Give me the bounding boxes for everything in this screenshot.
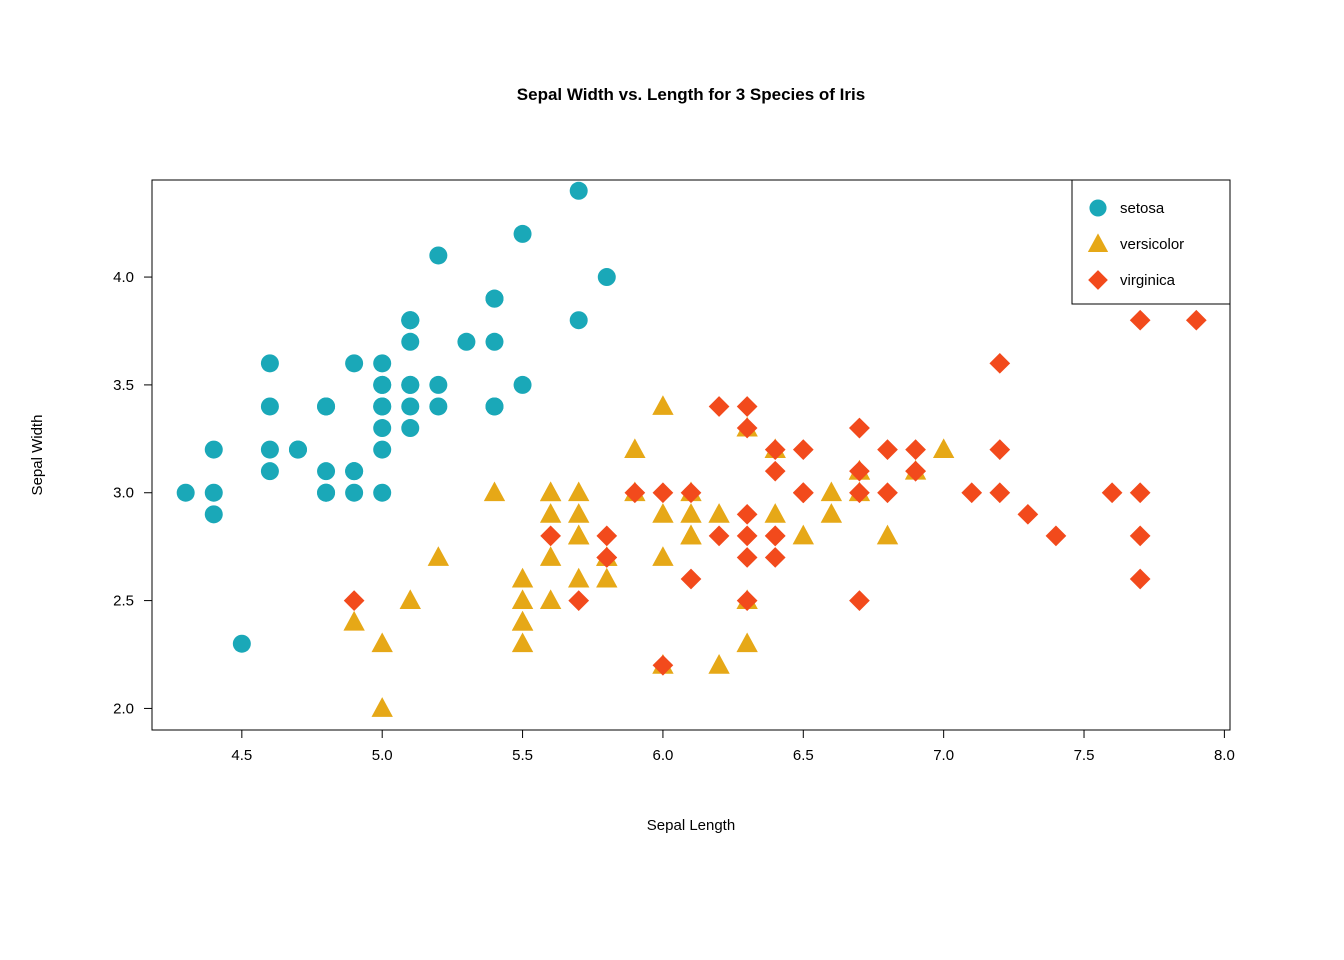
data-point — [177, 484, 195, 502]
data-point — [317, 484, 335, 502]
data-point — [401, 419, 419, 437]
data-point — [289, 441, 307, 459]
data-point — [570, 182, 588, 200]
y-tick-label: 2.5 — [113, 593, 134, 610]
data-point — [345, 484, 363, 502]
data-point — [261, 441, 279, 459]
data-point — [598, 268, 616, 286]
data-point — [401, 376, 419, 394]
data-point — [261, 354, 279, 372]
data-point — [1089, 199, 1106, 216]
data-point — [373, 441, 391, 459]
scatter-plot: Sepal Width vs. Length for 3 Species of … — [0, 0, 1344, 960]
data-point — [514, 376, 532, 394]
legend-label: versicolor — [1120, 236, 1184, 253]
x-tick-label: 7.0 — [933, 747, 954, 764]
data-point — [457, 333, 475, 351]
data-point — [401, 311, 419, 329]
data-point — [373, 376, 391, 394]
data-point — [317, 462, 335, 480]
legend-item: setosa — [1089, 199, 1164, 217]
chart-container: Sepal Width vs. Length for 3 Species of … — [0, 0, 1344, 960]
data-point — [205, 441, 223, 459]
data-point — [485, 290, 503, 308]
data-point — [373, 354, 391, 372]
data-point — [429, 246, 447, 264]
data-point — [429, 397, 447, 415]
data-point — [401, 397, 419, 415]
data-point — [373, 397, 391, 415]
data-point — [205, 505, 223, 523]
legend-label: setosa — [1120, 200, 1165, 217]
x-tick-label: 4.5 — [231, 747, 252, 764]
legend-label: virginica — [1120, 272, 1176, 289]
data-point — [401, 333, 419, 351]
data-point — [345, 462, 363, 480]
chart-title: Sepal Width vs. Length for 3 Species of … — [517, 85, 865, 104]
data-point — [373, 419, 391, 437]
x-tick-label: 5.0 — [372, 747, 393, 764]
data-point — [570, 311, 588, 329]
x-tick-label: 6.0 — [652, 747, 673, 764]
y-tick-label: 3.0 — [113, 485, 134, 502]
y-tick-label: 3.5 — [113, 377, 134, 394]
data-point — [429, 376, 447, 394]
data-point — [485, 397, 503, 415]
x-tick-label: 6.5 — [793, 747, 814, 764]
data-point — [261, 462, 279, 480]
data-point — [485, 333, 503, 351]
data-point — [233, 635, 251, 653]
data-point — [317, 397, 335, 415]
data-point — [373, 484, 391, 502]
y-tick-label: 2.0 — [113, 700, 134, 717]
x-tick-label: 7.5 — [1074, 747, 1095, 764]
data-point — [261, 397, 279, 415]
x-tick-label: 8.0 — [1214, 747, 1235, 764]
x-axis-label: Sepal Length — [647, 817, 735, 834]
data-point — [345, 354, 363, 372]
y-tick-label: 4.0 — [113, 269, 134, 286]
data-point — [514, 225, 532, 243]
y-axis-label: Sepal Width — [29, 415, 46, 496]
x-tick-label: 5.5 — [512, 747, 533, 764]
data-point — [205, 484, 223, 502]
